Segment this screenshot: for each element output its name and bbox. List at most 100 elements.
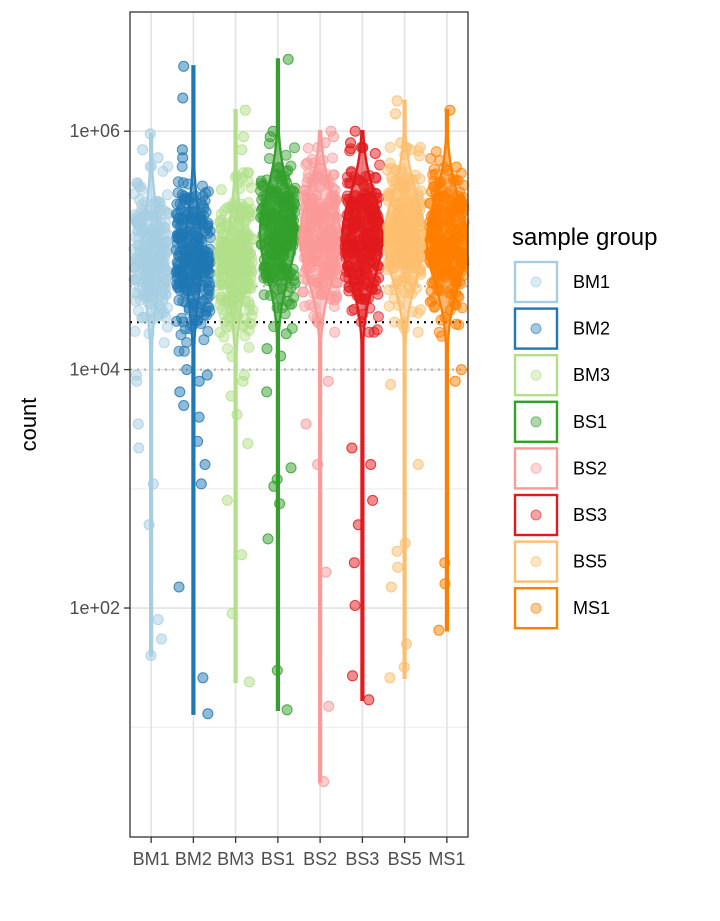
legend-title: sample group [512, 224, 657, 251]
data-point [130, 231, 141, 243]
legend-item-bs2: BS2 [513, 447, 607, 490]
outlier-point [271, 664, 283, 676]
data-point [261, 174, 273, 186]
data-point [177, 295, 189, 307]
data-point [286, 212, 298, 224]
data-point [150, 195, 162, 207]
data-point [424, 251, 436, 262]
data-point [341, 171, 353, 183]
legend-key-point [530, 416, 542, 428]
data-point [289, 142, 300, 154]
outlier-point [195, 478, 207, 490]
series-ms1 [424, 104, 470, 636]
legend-label: BS5 [573, 552, 607, 572]
data-point [260, 194, 272, 206]
x-tick-label: BS2 [303, 849, 337, 869]
data-point [438, 252, 449, 264]
outlier-point [400, 638, 412, 650]
data-point [246, 210, 258, 222]
data-point [325, 290, 337, 302]
outlier-point [197, 672, 209, 684]
data-point [161, 321, 173, 333]
outlier-point [398, 661, 410, 673]
outlier-point [178, 60, 190, 72]
outlier-point [327, 131, 339, 143]
outlier-point [450, 161, 462, 173]
data-point [280, 276, 292, 288]
legend-item-bs3: BS3 [513, 493, 607, 537]
outlier-point [174, 386, 186, 398]
data-point [451, 246, 463, 258]
outlier-point [363, 694, 375, 706]
data-point [147, 263, 159, 274]
outlier-point [178, 400, 190, 411]
outlier-point [275, 350, 287, 362]
data-point [187, 298, 199, 309]
data-point [316, 288, 328, 300]
data-point [159, 248, 171, 260]
data-point [279, 194, 291, 205]
data-point [301, 262, 312, 274]
outlier-point [264, 131, 276, 143]
data-point [260, 216, 272, 228]
legend-key [513, 400, 559, 443]
outlier-point [444, 104, 456, 116]
y-axis: 1e+02 1e+04 1e+06 [69, 121, 130, 618]
data-point [328, 199, 340, 211]
outlier-point [144, 128, 156, 140]
data-point [175, 329, 187, 341]
data-point [180, 244, 192, 256]
data-point [137, 237, 149, 249]
outlier-point [202, 708, 214, 720]
data-point [256, 238, 268, 250]
data-point [143, 328, 155, 340]
data-point [276, 235, 287, 247]
data-point [407, 174, 419, 186]
data-point [282, 295, 294, 307]
x-tick-label: BS3 [345, 849, 379, 869]
data-point [129, 261, 141, 273]
data-point [162, 229, 174, 241]
outlier-point [231, 409, 243, 420]
data-point [182, 178, 194, 190]
outlier-point [242, 438, 254, 449]
legend-item-bs5: BS5 [513, 540, 607, 583]
data-point [234, 291, 245, 303]
data-point [286, 234, 297, 246]
outlier-point [312, 459, 324, 470]
outlier-point [320, 566, 332, 578]
data-point [244, 299, 256, 311]
data-point [349, 220, 361, 232]
x-tick-label: BS1 [261, 849, 295, 869]
outlier-point [352, 519, 364, 531]
data-point [271, 262, 283, 274]
data-point [172, 176, 184, 188]
data-point [313, 318, 325, 330]
data-point [428, 163, 440, 175]
data-point [392, 299, 404, 311]
legend-label: BM1 [573, 272, 610, 292]
y-tick-label: 1e+04 [69, 360, 120, 380]
data-point [302, 142, 314, 154]
data-point [280, 149, 292, 161]
data-point [182, 284, 193, 296]
data-point [325, 225, 337, 237]
data-point [189, 253, 201, 265]
data-point [153, 310, 164, 322]
data-point [374, 229, 386, 241]
data-point [266, 248, 278, 260]
grid-lines [130, 12, 468, 837]
data-point [258, 289, 270, 301]
data-point [198, 245, 210, 257]
legend-label: BS3 [573, 505, 607, 525]
data-point [218, 331, 230, 343]
data-point [322, 173, 333, 185]
outlier-point [192, 435, 204, 447]
data-point [326, 206, 338, 218]
data-point [146, 210, 158, 222]
data-point [179, 257, 190, 269]
outlier-point [412, 459, 424, 470]
data-point [399, 323, 410, 335]
data-point [309, 273, 321, 285]
data-point [200, 187, 211, 199]
